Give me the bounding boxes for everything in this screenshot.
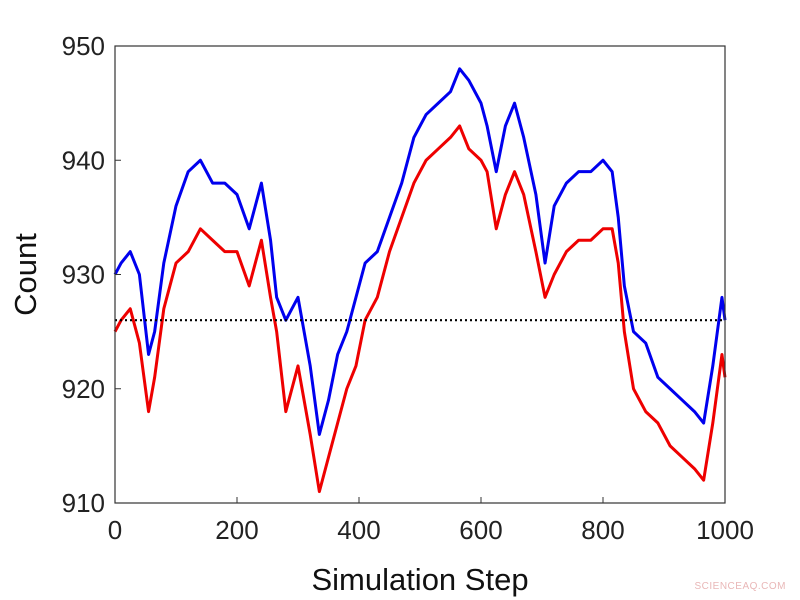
x-axis-title: Simulation Step [311, 562, 528, 597]
x-tick-label: 200 [215, 515, 258, 545]
x-tick-label: 0 [108, 515, 122, 545]
y-tick-label: 930 [62, 260, 105, 290]
y-tick-label: 920 [62, 374, 105, 404]
y-tick-label: 940 [62, 145, 105, 175]
plot-frame [114, 45, 726, 504]
watermark-text: SCIENCEAQ.COM [694, 581, 786, 592]
series-line-2 [113, 124, 727, 494]
series-layer [113, 67, 727, 494]
y-tick-label: 950 [62, 31, 105, 61]
tick-layer: 0 200 400 600 800 1000 910 920 930 940 950 [62, 31, 754, 545]
y-axis-title: Count [8, 233, 43, 316]
series-line-1 [113, 67, 727, 436]
x-tick-label: 800 [581, 515, 624, 545]
y-tick-label: 910 [62, 488, 105, 518]
x-tick-label: 600 [459, 515, 502, 545]
x-tick-label: 1000 [696, 515, 754, 545]
x-tick-label: 400 [337, 515, 380, 545]
